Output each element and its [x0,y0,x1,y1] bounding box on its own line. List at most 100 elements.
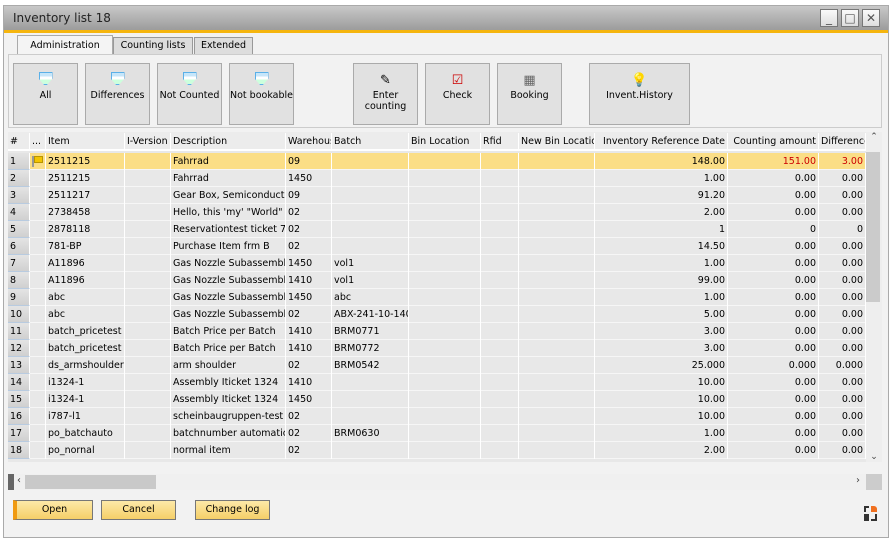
cell-marker [30,204,46,221]
cell-counting-amount: 0.00 [728,187,819,204]
cell-marker [30,374,46,391]
column-header-i-version[interactable]: I-Version [125,133,171,150]
pencil-icon: ✎ [380,73,391,88]
cell-marker [30,255,46,272]
cell-empty [481,204,519,221]
table-row[interactable]: 12 batch_pricetest Batch Price per Batch 14… [8,340,866,357]
cell-empty [481,153,519,170]
filter-icon [86,72,149,90]
cell-marker [30,425,46,442]
cell-empty [409,272,481,289]
cell-empty [481,221,519,238]
maximize-button[interactable]: □ [841,9,859,27]
cancel-button[interactable]: Cancel [101,500,176,520]
minimize-button[interactable]: _ [820,9,838,27]
horizontal-scroll-thumb[interactable] [25,475,156,489]
cell-counting-amount: 0.00 [728,374,819,391]
table-row[interactable]: 18 po_nornal normal item 02 2.00 0.00 0.00 [8,442,866,459]
table-row[interactable]: 3 2511217 Gear Box, Semiconductor 09 91.20 0.… [8,187,866,204]
column-header-bin-location[interactable]: Bin Location [409,133,481,150]
cell-batch: BRM0772 [332,340,409,357]
column-header-warehouse[interactable]: Warehouse [286,133,332,150]
horizontal-scrollbar[interactable]: ‹ › [8,474,882,490]
cell-difference: 0.00 [819,425,866,442]
table-row[interactable]: 8 A11896 Gas Nozzle Subassembly, 1410 vol1 99… [8,272,866,289]
not-counted-button[interactable]: Not Counted [157,63,222,125]
not-bookable-button[interactable]: Not bookable [229,63,294,125]
scroll-down-icon[interactable]: ⌄ [870,452,878,462]
cell-batch [332,221,409,238]
cell-inventory-reference-date: 2.00 [595,204,728,221]
cell-empty [481,238,519,255]
column-header-new-bin-location[interactable]: New Bin Location [519,133,595,150]
all-button[interactable]: All [13,63,78,125]
scroll-right-icon[interactable]: › [856,475,860,486]
cell-counting-amount: 0.00 [728,238,819,255]
cell-item: 2511215 [46,153,125,170]
cell-empty [519,425,595,442]
scroll-left-icon[interactable]: ‹ [17,475,21,486]
tab-extended[interactable]: Extended [194,37,253,55]
column-header-inventory-reference-date[interactable]: Inventory Reference Date [595,133,728,150]
check-button[interactable]: ☑ Check [425,63,490,125]
column-header-counting-amount[interactable]: Counting amount [728,133,819,150]
cell-item: abc [46,289,125,306]
table-row[interactable]: 2 2511215 Fahrrad 1450 1.00 0.00 0.00 [8,170,866,187]
table-row[interactable]: 17 po_batchauto batchnumber automatic batc… [8,425,866,442]
cell-batch [332,391,409,408]
table-row[interactable]: 11 batch_pricetest Batch Price per Batch 14… [8,323,866,340]
resize-grip-icon[interactable] [864,506,877,521]
flag-icon [30,153,46,170]
column-header-batch[interactable]: Batch [332,133,409,150]
cell-#: 9 [8,289,30,306]
cell-item: batch_pricetest [46,323,125,340]
table-row[interactable]: 16 i787-l1 scheinbaugruppen-test 02 10.00 0.0… [8,408,866,425]
column-header-rfid[interactable]: Rfid [481,133,519,150]
cell-empty [519,272,595,289]
scroll-up-icon[interactable]: ⌃ [870,132,878,142]
tab-counting-lists[interactable]: Counting lists [113,37,193,55]
vertical-scrollbar[interactable]: ⌃ ⌄ [866,132,882,462]
button-label: Enter counting [364,90,407,112]
table-row[interactable]: 7 A11896 Gas Nozzle Subassembly, 1450 vol1 1.… [8,255,866,272]
table-row[interactable]: 4 2738458 Hello, this 'my' "World" 02 2.00 0.… [8,204,866,221]
tab-administration[interactable]: Administration [17,35,113,54]
cell-difference: 0.00 [819,374,866,391]
table-row[interactable]: 6 781-BP Purchase Item frm B 02 14.50 0.00 0.0… [8,238,866,255]
cell-description: Assembly Iticket 1324 [171,374,286,391]
vertical-scroll-thumb[interactable] [866,152,880,302]
booking-button[interactable]: ▦ Booking [497,63,562,125]
cell-empty [481,289,519,306]
cell-empty [409,374,481,391]
invent-history-button[interactable]: 💡 Invent.History [589,63,690,125]
column-header-#[interactable]: # [8,133,30,150]
table-row[interactable]: 10 abc Gas Nozzle Subassembly, 02 ABX-241-10… [8,306,866,323]
cell-warehouse: 1450 [286,170,332,187]
cell-description: batchnumber automatic batch [171,425,286,442]
cell-warehouse: 09 [286,187,332,204]
cell-inventory-reference-date: 2.00 [595,442,728,459]
window-title: Inventory list 18 [13,11,111,25]
column-header-description[interactable]: Description [171,133,286,150]
column-header-difference[interactable]: Difference [819,133,866,150]
cell-difference: 0.00 [819,272,866,289]
close-button[interactable]: ✕ [862,9,880,27]
column-header-item[interactable]: Item [46,133,125,150]
cell-marker [30,221,46,238]
cell-inventory-reference-date: 10.00 [595,391,728,408]
open-button[interactable]: Open [13,500,93,520]
differences-button[interactable]: Differences [85,63,150,125]
cell-i-version [125,238,171,255]
cell-item: po_nornal [46,442,125,459]
table-row[interactable]: 9 abc Gas Nozzle Subassembly, 1450 abc 1.00 0.… [8,289,866,306]
enter-counting-button[interactable]: ✎ Enter counting [353,63,418,125]
change-log-button[interactable]: Change log [195,500,270,520]
lightbulb-icon: 💡 [631,73,648,89]
table-row[interactable]: 14 i1324-1 Assembly Iticket 1324 1410 10.00 0… [8,374,866,391]
table-row[interactable]: 15 i1324-1 Assembly Iticket 1324 1450 10.00 0… [8,391,866,408]
table-row[interactable]: 1 2511215 Fahrrad 09 148.00 151.00 3.00 [8,153,866,170]
column-header-...[interactable]: ... [30,133,46,150]
table-row[interactable]: 13 ds_armshoulder arm shoulder 02 BRM0542 25.… [8,357,866,374]
cell-warehouse: 02 [286,221,332,238]
